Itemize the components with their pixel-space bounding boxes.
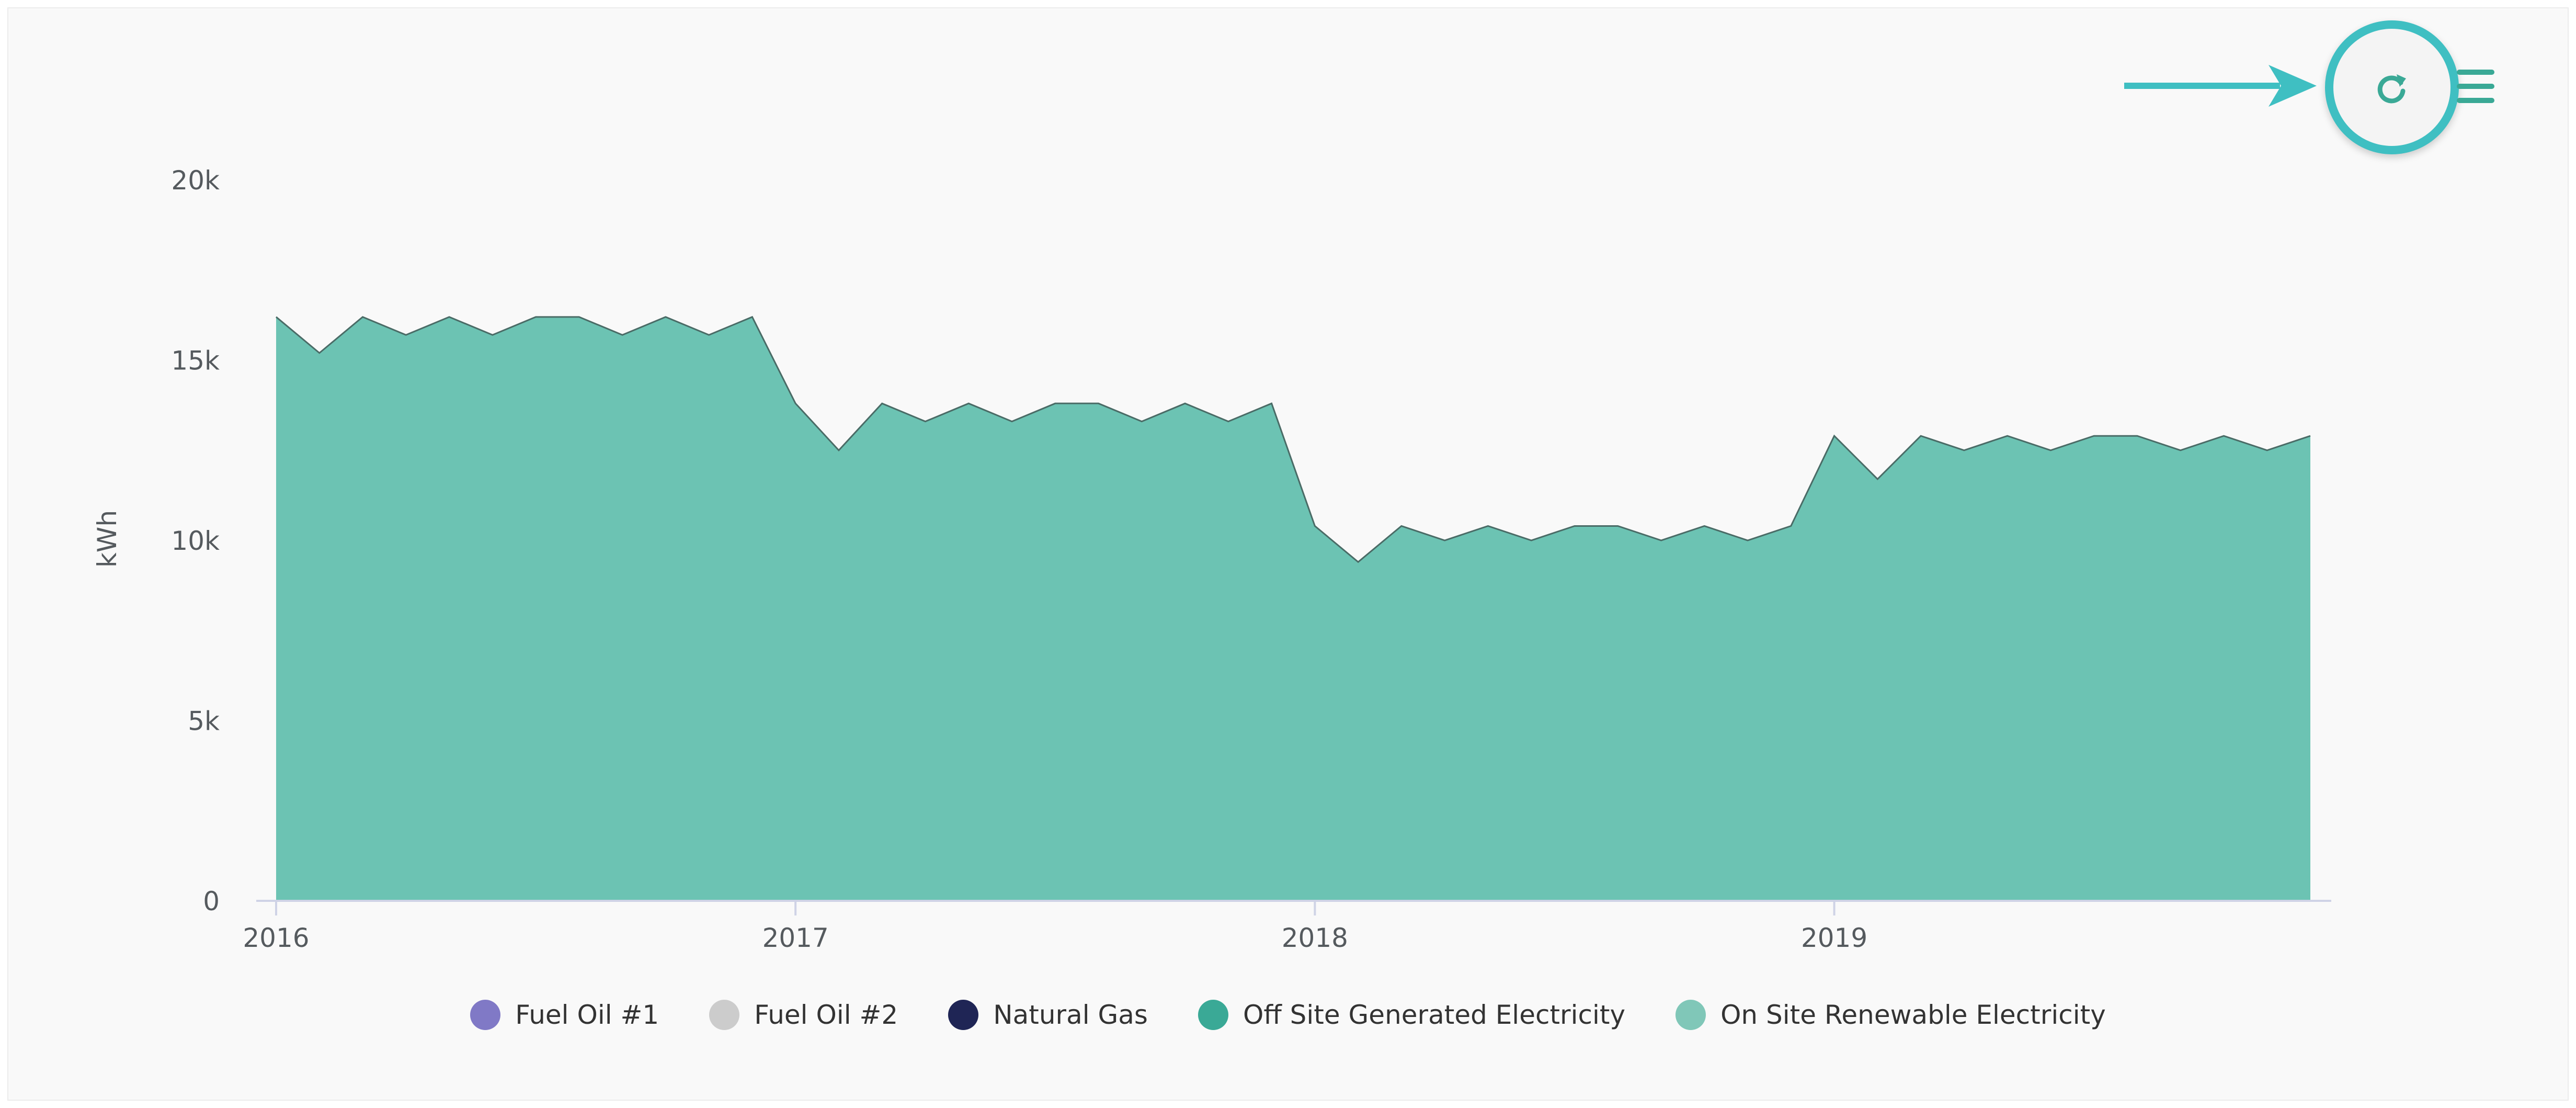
x-tick-label: 2016 bbox=[243, 923, 309, 953]
legend-label: Fuel Oil #2 bbox=[754, 1000, 898, 1030]
y-axis-title: kWh bbox=[92, 510, 122, 568]
series-line bbox=[276, 315, 2311, 563]
legend-swatch bbox=[470, 1000, 501, 1030]
y-tick-label: 20k bbox=[171, 165, 220, 196]
legend-item[interactable]: Off Site Generated Electricity bbox=[1198, 1000, 1625, 1030]
hamburger-menu-icon bbox=[2457, 70, 2494, 75]
legend-label: On Site Renewable Electricity bbox=[1720, 1000, 2106, 1030]
y-tick-label: 10k bbox=[171, 526, 220, 556]
legend-label: Natural Gas bbox=[993, 1000, 1148, 1030]
legend-label: Off Site Generated Electricity bbox=[1243, 1000, 1626, 1030]
legend-item[interactable]: Fuel Oil #1 bbox=[470, 1000, 659, 1030]
hamburger-menu-icon-bar bbox=[2457, 98, 2494, 103]
legend-swatch bbox=[709, 1000, 740, 1030]
refresh-icon bbox=[2377, 74, 2406, 104]
chart-legend: Fuel Oil #1 Fuel Oil #2 Natural Gas Off Sit… bbox=[0, 991, 2576, 1038]
hamburger-menu-icon-bar bbox=[2457, 84, 2494, 89]
area-series[interactable] bbox=[276, 316, 2310, 901]
refresh-button[interactable] bbox=[2325, 20, 2459, 154]
x-tick-label: 2018 bbox=[1282, 923, 1348, 953]
legend-swatch bbox=[1675, 1000, 1706, 1030]
legend-item[interactable]: On Site Renewable Electricity bbox=[1675, 1000, 2106, 1030]
legend-item[interactable]: Fuel Oil #2 bbox=[709, 1000, 898, 1030]
annotation-arrow bbox=[2124, 65, 2317, 107]
legend-item[interactable]: Natural Gas bbox=[948, 1000, 1148, 1030]
y-tick-label: 5k bbox=[188, 706, 220, 737]
y-tick-label: 15k bbox=[171, 346, 220, 376]
x-tick-label: 2019 bbox=[1801, 923, 1867, 953]
legend-swatch bbox=[948, 1000, 979, 1030]
y-tick-label: 0 bbox=[203, 886, 220, 917]
chart-menu-button[interactable] bbox=[2457, 70, 2494, 103]
legend-label: Fuel Oil #1 bbox=[515, 1000, 659, 1030]
x-tick-label: 2017 bbox=[762, 923, 829, 953]
legend-swatch bbox=[1198, 1000, 1228, 1030]
